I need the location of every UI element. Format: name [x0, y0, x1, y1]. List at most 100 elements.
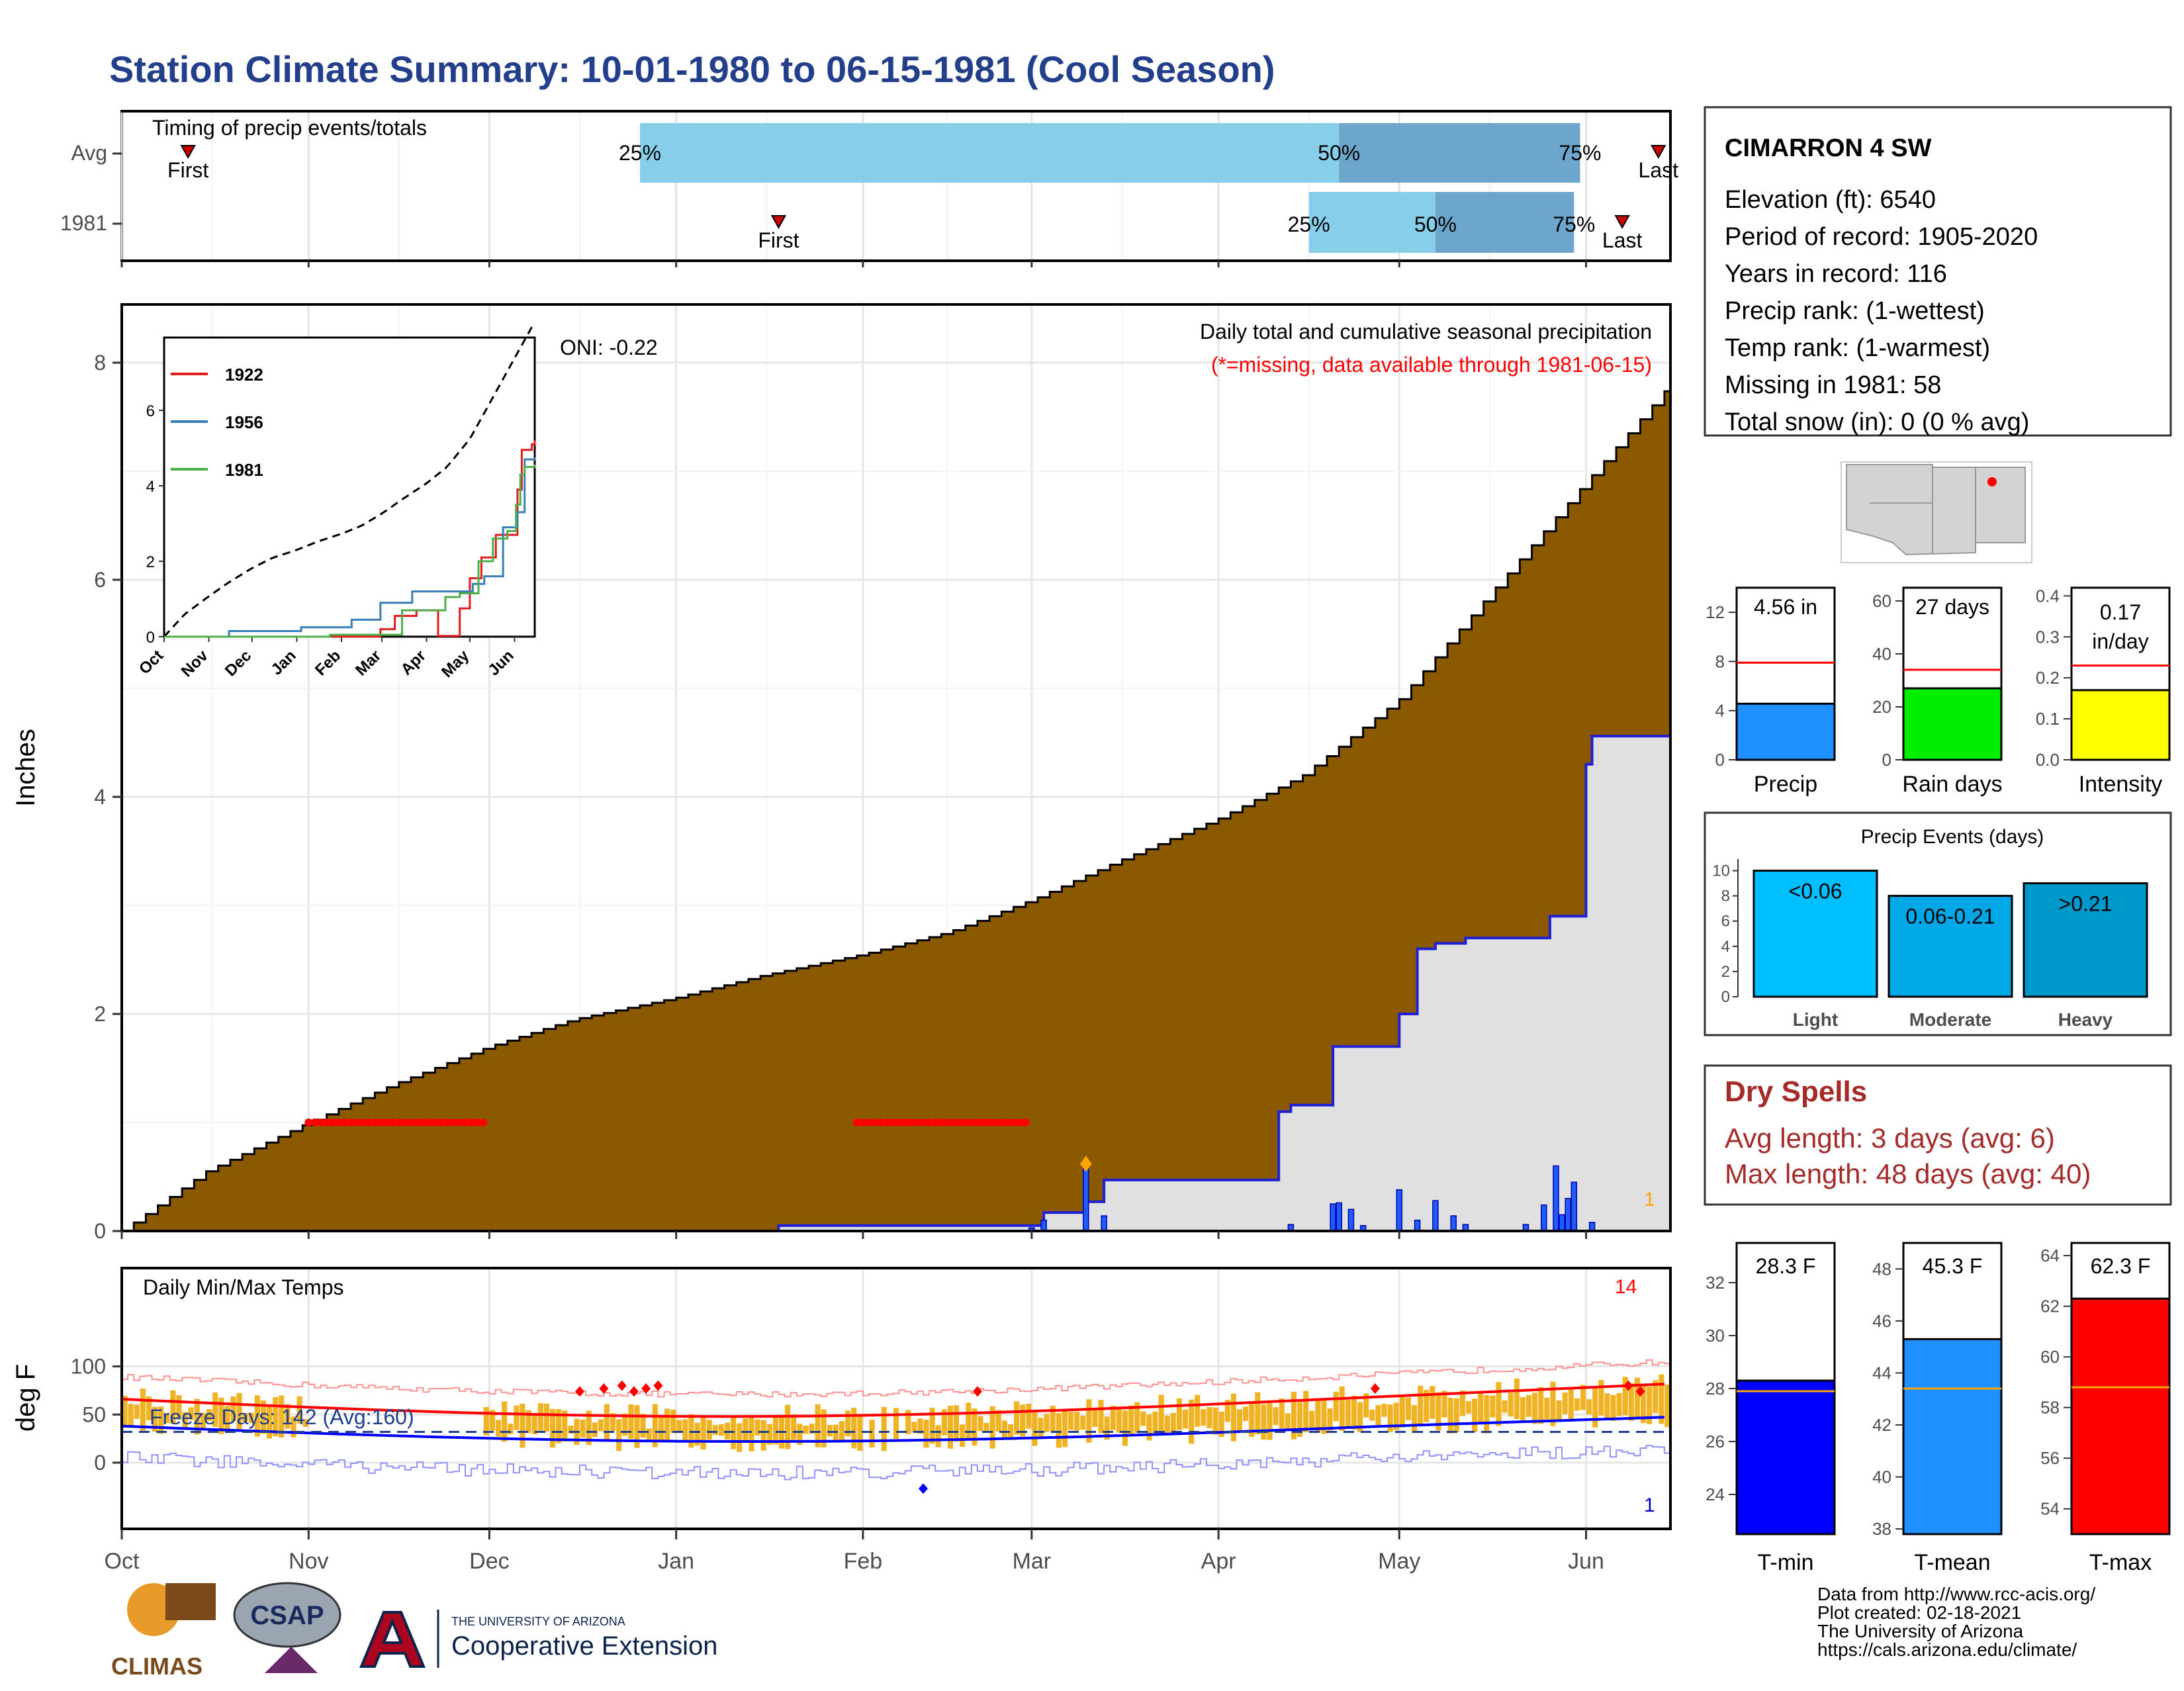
daily-temp-bar-186: [1243, 1406, 1249, 1422]
timing-year-pct-25: 25%: [1288, 212, 1330, 236]
daily-temp-bar-74: [568, 1426, 574, 1434]
temp-stat-tick-label-2-4: 62: [2040, 1297, 2060, 1316]
daily-temp-bar-86: [640, 1414, 646, 1438]
inset-y-tick-label-2: 4: [146, 478, 155, 496]
daily-temp-bar-103: [743, 1418, 749, 1442]
precip-y-tick-label-0: 0: [94, 1219, 106, 1243]
stat-bar-value-label-2-unit: in/day: [2092, 629, 2148, 653]
daily-temp-bar-224: [1472, 1398, 1478, 1432]
daily-temp-bar-140: [966, 1402, 972, 1440]
temp-stat-value-2: [2070, 1297, 2171, 1535]
daily-temp-bar-141: [972, 1408, 978, 1446]
daily-temp-bar-225: [1478, 1391, 1484, 1424]
daily-temp-bar-67: [525, 1410, 531, 1434]
daily-temp-bar-169: [1140, 1411, 1146, 1426]
daily-temp-bar-145: [995, 1410, 1001, 1432]
daily-temp-bar-146: [1001, 1420, 1007, 1439]
temp-stat-tick-label-0-1: 26: [1706, 1432, 1725, 1451]
missing-day-marker-1-122: [852, 1119, 861, 1126]
record-high-marker-4: [641, 1383, 651, 1394]
missing-day-marker-0-31: [304, 1119, 313, 1126]
temp-stat-tick-label-0-4: 32: [1706, 1273, 1725, 1293]
daily-temp-bar-220: [1447, 1397, 1453, 1434]
daily-temp-bar-211: [1393, 1402, 1399, 1430]
daily-temp-bar-105: [754, 1419, 760, 1436]
station-name: CIMARRON 4 SW: [1725, 134, 1932, 162]
daily-temp-bar-132: [917, 1418, 923, 1434]
inset-legend-1981: 1981: [225, 460, 263, 480]
daily-temp-bar-163: [1104, 1416, 1110, 1440]
record-high-line: [121, 1359, 1670, 1398]
location-map: [1841, 461, 2032, 563]
ua-logo-small-text: THE UNIVERSITY OF ARIZONA: [451, 1615, 625, 1628]
missing-day-marker-1-131: [907, 1119, 915, 1126]
daily-temp-bar-113: [803, 1426, 809, 1434]
station-info-frame: [1704, 106, 2172, 437]
missing-day-marker-1-129: [895, 1119, 903, 1126]
daily-temp-bar-134: [929, 1408, 935, 1444]
daily-temp-bar-6: [158, 1406, 164, 1434]
events-y-tick-label-2: 4: [1721, 938, 1730, 956]
daily-precip-bar-10: [1414, 1219, 1421, 1232]
max-daily-precip-marker: [1079, 1156, 1092, 1172]
daily-temp-bar-167: [1128, 1405, 1134, 1436]
inset-line-1981: [164, 465, 536, 638]
timing-year-pct-50: 50%: [1414, 212, 1457, 236]
timing-year-last-marker: [1614, 215, 1630, 230]
missing-day-marker-0-35: [328, 1119, 337, 1126]
missing-day-marker-1-127: [883, 1119, 891, 1126]
daily-temp-bar-4: [146, 1396, 152, 1420]
timing-avg-first-label: First: [167, 158, 208, 182]
month-label-0: Oct: [105, 1549, 140, 1574]
daily-temp-bar-205: [1357, 1402, 1363, 1432]
daily-temp-bar-222: [1459, 1390, 1465, 1416]
dry-spells-frame: [1704, 1064, 2172, 1206]
record-high-marker-0: [574, 1386, 584, 1397]
month-label-8: Jun: [1568, 1549, 1604, 1574]
daily-temp-bar-77: [586, 1410, 592, 1445]
timing-avg-pct-75: 75%: [1559, 141, 1601, 165]
daily-temp-bar-230: [1508, 1393, 1514, 1417]
daily-temp-bar-28: [291, 1416, 296, 1438]
daily-temp-bar-188: [1255, 1392, 1261, 1435]
temp-stat-tick-label-1-5: 48: [1872, 1259, 1891, 1279]
dry-spells-box: Dry Spells Avg length: 3 days (avg: 6) M…: [1704, 1064, 2172, 1206]
timing-year-first-marker: [770, 215, 787, 230]
station-elevation: Elevation (ft): 6540: [1725, 186, 1936, 214]
daily-temp-bar-180: [1206, 1406, 1212, 1428]
missing-day-marker-1-144: [985, 1119, 994, 1126]
daily-temp-bar-206: [1363, 1393, 1369, 1418]
temp-stat-tick-label-1-2: 42: [1872, 1415, 1891, 1435]
temp-stat-value-label-1: 45.3 F: [1923, 1254, 1983, 1278]
temp-stat-tick-label-2-2: 58: [2040, 1398, 2060, 1418]
precip-panel-header: Daily total and cumulative seasonal prec…: [1200, 320, 1652, 343]
timing-row-avg-label: Avg: [71, 141, 107, 165]
daily-temp-bar-90: [664, 1408, 670, 1442]
daily-temp-bar-174: [1170, 1412, 1176, 1435]
missing-day-marker-0-52: [431, 1119, 439, 1126]
missing-day-marker-1-141: [967, 1119, 976, 1126]
missing-day-marker-0-58: [467, 1119, 476, 1126]
timing-avg-pct-50: 50%: [1318, 141, 1360, 165]
events-y-tick-label-4: 8: [1721, 888, 1730, 905]
record-low-marker-0: [918, 1483, 928, 1494]
daily-temp-bar-212: [1399, 1397, 1405, 1428]
daily-temp-bar-228: [1496, 1382, 1502, 1426]
stat-bar-tick-label-2-2: 0.2: [2036, 668, 2060, 688]
daily-temp-bar-83: [622, 1413, 628, 1436]
daily-temp-bar-150: [1026, 1403, 1032, 1429]
daily-temp-bar-136: [941, 1409, 947, 1436]
climatology-area: [122, 390, 1672, 1232]
record-high-marker-7: [1370, 1383, 1380, 1394]
temp-stat-value-label-2: 62.3 F: [2091, 1254, 2151, 1278]
missing-day-marker-1-125: [871, 1119, 880, 1126]
timing-row-year-label: 1981: [60, 211, 107, 235]
daily-temp-bar-256: [1664, 1384, 1670, 1428]
daily-temp-bar-12: [194, 1398, 200, 1435]
daily-precip-bar-15: [1541, 1204, 1547, 1232]
daily-temp-bar-208: [1375, 1404, 1381, 1426]
daily-temp-bar-223: [1465, 1401, 1472, 1414]
missing-day-marker-0-37: [340, 1119, 349, 1126]
daily-temp-bar-244: [1592, 1387, 1598, 1428]
station-precip-rank: Precip rank: (1-wettest): [1725, 297, 1985, 325]
